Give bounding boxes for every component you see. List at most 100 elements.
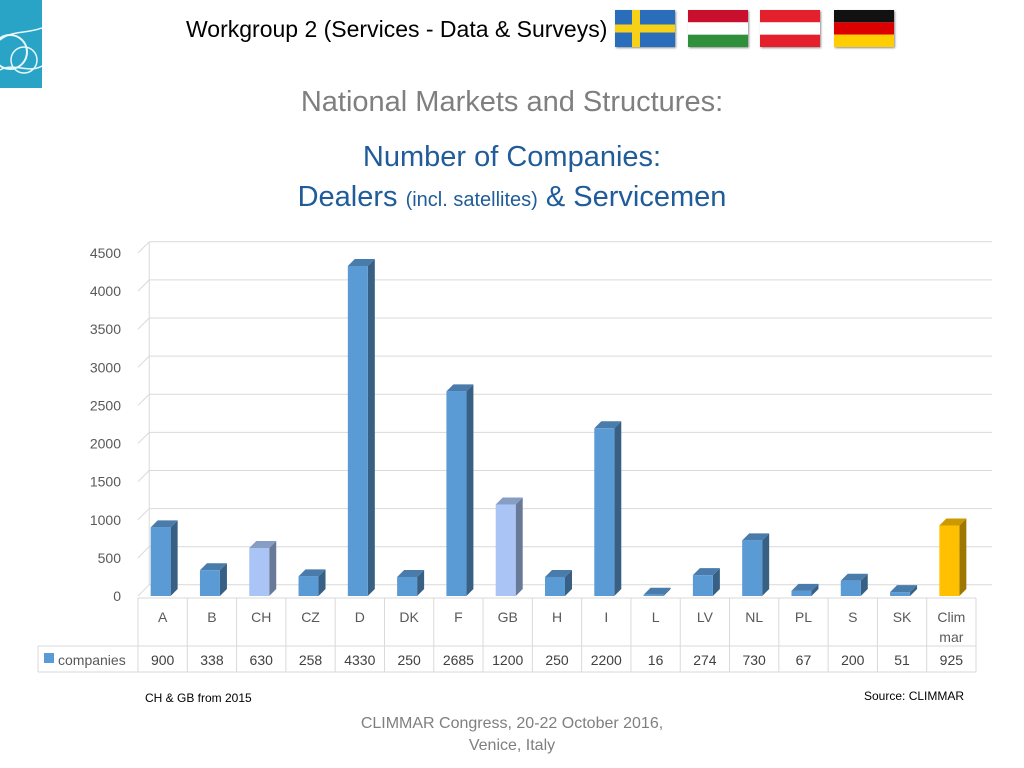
bar-front <box>298 576 319 596</box>
bar <box>742 533 770 596</box>
table-value: 274 <box>693 652 717 668</box>
table-value: 1200 <box>492 652 523 668</box>
y-tick-label: 2500 <box>90 397 121 413</box>
table-value: 250 <box>545 652 569 668</box>
x-category-label: CH <box>251 609 271 625</box>
bar-front <box>791 590 812 596</box>
x-category-label: SK <box>893 609 912 625</box>
gridline-depth <box>137 355 150 368</box>
bar-side <box>367 258 375 596</box>
x-category-label: LV <box>697 609 714 625</box>
austria-flag-icon <box>760 10 820 47</box>
y-tick-label: 1500 <box>90 474 121 490</box>
legend-swatch <box>44 653 54 663</box>
bar-side <box>762 533 770 596</box>
bar-top <box>199 563 227 571</box>
bar-top <box>347 258 375 266</box>
y-tick-label: 1000 <box>90 512 121 528</box>
bar-side <box>910 585 918 596</box>
bar <box>199 563 227 596</box>
footer-line-2: Venice, Italy <box>468 737 556 754</box>
bar-top <box>692 568 720 576</box>
x-category-label: DK <box>399 609 419 625</box>
germany-flag-icon <box>834 10 894 47</box>
table-value: 2685 <box>443 652 474 668</box>
bar-side <box>466 384 474 596</box>
bar-front <box>347 265 368 596</box>
x-category-label: NL <box>745 609 763 625</box>
bar-side <box>565 569 572 596</box>
bar <box>347 258 375 596</box>
x-category-label: I <box>604 609 608 625</box>
source-note-right: Source: CLIMMAR <box>864 689 965 703</box>
table-value: 630 <box>250 652 274 668</box>
y-tick-label: 2000 <box>90 436 121 452</box>
chart-title-line2: Dealers (incl. satellites) & Servicemen <box>0 177 1024 220</box>
bar <box>397 569 425 596</box>
bar <box>249 540 277 596</box>
gridline-depth <box>137 546 150 559</box>
bar <box>939 518 967 596</box>
bar <box>446 384 474 596</box>
bar-side <box>614 421 622 596</box>
bar-top <box>545 569 572 577</box>
bar <box>692 568 720 596</box>
table-value: 51 <box>894 652 910 668</box>
x-category-label: A <box>158 609 168 625</box>
table-value: 925 <box>940 652 964 668</box>
bar-front <box>446 391 467 596</box>
bar-front <box>495 504 516 596</box>
workgroup-title: Workgroup 2 (Services - Data & Surveys) <box>186 16 608 42</box>
bar-top <box>495 497 523 505</box>
bar-side <box>811 583 819 596</box>
table-value: 2200 <box>591 652 622 668</box>
table-value: 67 <box>796 652 812 668</box>
bar-front <box>199 570 220 596</box>
bar-top <box>939 518 967 526</box>
y-tick-label: 0 <box>113 588 121 604</box>
bar-front <box>397 576 418 596</box>
table-value: 200 <box>841 652 865 668</box>
x-category-label: GB <box>498 609 518 625</box>
y-tick-label: 4000 <box>90 283 121 299</box>
bar-front <box>594 428 615 596</box>
bar <box>545 569 572 596</box>
bar-side <box>860 573 868 596</box>
bar-front <box>643 594 664 596</box>
y-tick-label: 4500 <box>90 245 121 261</box>
x-category-label: S <box>848 609 857 625</box>
bar-top <box>150 520 178 528</box>
bar-side <box>663 587 671 596</box>
table-value: 258 <box>299 652 323 668</box>
table-value: 16 <box>648 652 664 668</box>
footer-line-1: CLIMMAR Congress, 20-22 October 2016, <box>360 715 664 732</box>
bar <box>840 573 868 596</box>
bar-side <box>712 568 720 596</box>
gridline-depth <box>137 279 150 292</box>
legend-label: companies <box>58 652 126 668</box>
bar <box>791 583 819 596</box>
x-category-label: Clim <box>937 609 965 625</box>
bar-top <box>840 573 868 581</box>
bar <box>890 585 918 596</box>
bar-top <box>643 587 671 595</box>
bar-front <box>545 576 565 596</box>
table-value: 4330 <box>344 652 375 668</box>
bar-top <box>890 585 918 593</box>
x-category-label: H <box>552 609 562 625</box>
bar-top <box>249 540 277 548</box>
bar-front <box>840 580 861 596</box>
x-category-label: CZ <box>301 609 320 625</box>
table-value: 338 <box>200 652 224 668</box>
bar <box>594 421 622 596</box>
bar-front <box>692 575 713 596</box>
chart-title-note: (incl. satellites) <box>405 189 538 211</box>
bar-top <box>397 569 425 577</box>
gridline-depth <box>137 241 150 254</box>
table-value: 250 <box>397 652 421 668</box>
gridline-depth <box>137 584 150 597</box>
hungary-flag-icon <box>688 10 748 47</box>
bar-top <box>298 569 326 577</box>
x-category-label: F <box>454 609 463 625</box>
table-value: 730 <box>742 652 766 668</box>
